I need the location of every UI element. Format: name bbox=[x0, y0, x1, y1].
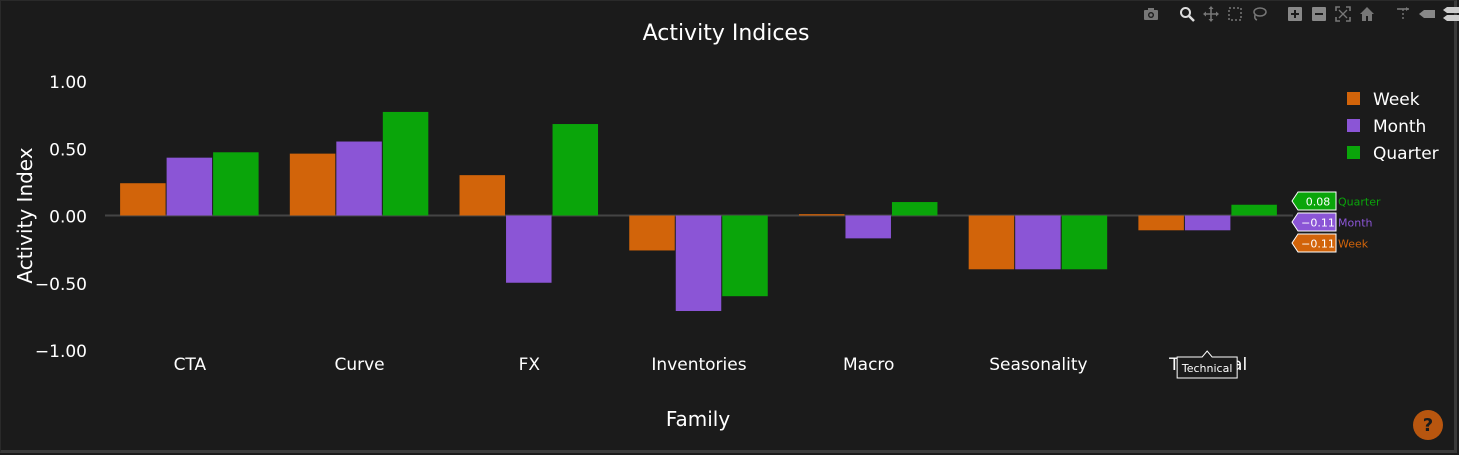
hover-label-box-week bbox=[1291, 233, 1337, 253]
x-tick-label: Macro bbox=[843, 355, 894, 375]
bar-week-inventories[interactable] bbox=[629, 215, 675, 251]
bar-quarter-technical[interactable] bbox=[1231, 204, 1277, 216]
bar-quarter-curve[interactable] bbox=[382, 111, 429, 216]
hover-closest-icon[interactable] bbox=[1416, 4, 1438, 24]
legend-swatch-week[interactable] bbox=[1347, 92, 1360, 105]
x-tick-label: Inventories bbox=[651, 355, 746, 375]
chart-title: Activity Indices bbox=[643, 21, 810, 46]
bar-week-cta[interactable] bbox=[120, 183, 166, 216]
bar-quarter-cta[interactable] bbox=[213, 152, 259, 216]
y-tick-label: 1.00 bbox=[49, 73, 87, 93]
hover-label-value-week: −0.11 bbox=[1301, 238, 1335, 251]
camera-icon[interactable] bbox=[1140, 4, 1162, 24]
y-tick-label: −1.00 bbox=[35, 342, 87, 362]
legend-label-quarter[interactable]: Quarter bbox=[1373, 144, 1439, 164]
hover-label-name-quarter: Quarter bbox=[1338, 196, 1381, 209]
hover-label-box-month bbox=[1291, 212, 1337, 232]
y-tick-label: −0.50 bbox=[35, 275, 87, 295]
x-tick-label: CTA bbox=[174, 355, 207, 375]
x-tick-label: FX bbox=[519, 355, 541, 375]
modebar bbox=[1140, 4, 1459, 24]
y-axis-title: Activity Index bbox=[13, 147, 37, 283]
lasso-icon[interactable] bbox=[1248, 4, 1270, 24]
zoom-in-icon[interactable] bbox=[1284, 4, 1306, 24]
box-select-icon[interactable] bbox=[1224, 4, 1246, 24]
help-button[interactable]: ? bbox=[1413, 410, 1443, 440]
bar-month-seasonality[interactable] bbox=[1015, 215, 1061, 270]
legend-swatch-month[interactable] bbox=[1347, 119, 1360, 132]
spike-lines-icon[interactable] bbox=[1392, 4, 1414, 24]
zoom-out-icon[interactable] bbox=[1308, 4, 1330, 24]
hover-label-name-week: Week bbox=[1338, 238, 1369, 251]
y-tick-label: 0.50 bbox=[49, 140, 87, 160]
x-tick-label: Seasonality bbox=[989, 355, 1087, 375]
reset-axes-icon[interactable] bbox=[1356, 4, 1378, 24]
bar-week-seasonality[interactable] bbox=[968, 215, 1015, 270]
bar-month-macro[interactable] bbox=[845, 215, 891, 239]
bar-quarter-seasonality[interactable] bbox=[1061, 215, 1108, 270]
zoom-icon[interactable] bbox=[1176, 4, 1198, 24]
bar-week-fx[interactable] bbox=[459, 175, 506, 216]
hover-compare-icon[interactable] bbox=[1440, 4, 1459, 24]
pan-icon[interactable] bbox=[1200, 4, 1222, 24]
bar-quarter-inventories[interactable] bbox=[722, 215, 768, 297]
hover-label-name-month: Month bbox=[1338, 217, 1373, 230]
hover-label-value-quarter: 0.08 bbox=[1306, 196, 1331, 209]
y-tick-label: 0.00 bbox=[49, 208, 87, 228]
bar-month-curve[interactable] bbox=[336, 141, 382, 216]
bar-week-macro[interactable] bbox=[798, 214, 845, 216]
bar-month-cta[interactable] bbox=[166, 157, 213, 216]
bar-month-technical[interactable] bbox=[1184, 215, 1231, 231]
x-hover-tooltip-box bbox=[1176, 350, 1238, 379]
bar-week-technical[interactable] bbox=[1138, 215, 1184, 231]
legend-swatch-quarter[interactable] bbox=[1347, 146, 1360, 159]
bar-quarter-fx[interactable] bbox=[552, 124, 599, 216]
x-hover-tooltip-text: Technical bbox=[1181, 362, 1233, 375]
bar-quarter-macro[interactable] bbox=[891, 202, 938, 216]
hover-label-box-quarter bbox=[1291, 191, 1337, 211]
x-tick-label: Curve bbox=[334, 355, 384, 375]
bar-month-inventories[interactable] bbox=[675, 215, 722, 311]
autoscale-icon[interactable] bbox=[1332, 4, 1354, 24]
x-axis-title: Family bbox=[666, 407, 731, 431]
hover-label-value-month: −0.11 bbox=[1301, 217, 1335, 230]
bar-week-curve[interactable] bbox=[289, 153, 336, 216]
bar-month-fx[interactable] bbox=[506, 215, 552, 283]
legend-label-week[interactable]: Week bbox=[1373, 90, 1420, 110]
legend-label-month[interactable]: Month bbox=[1373, 117, 1426, 137]
